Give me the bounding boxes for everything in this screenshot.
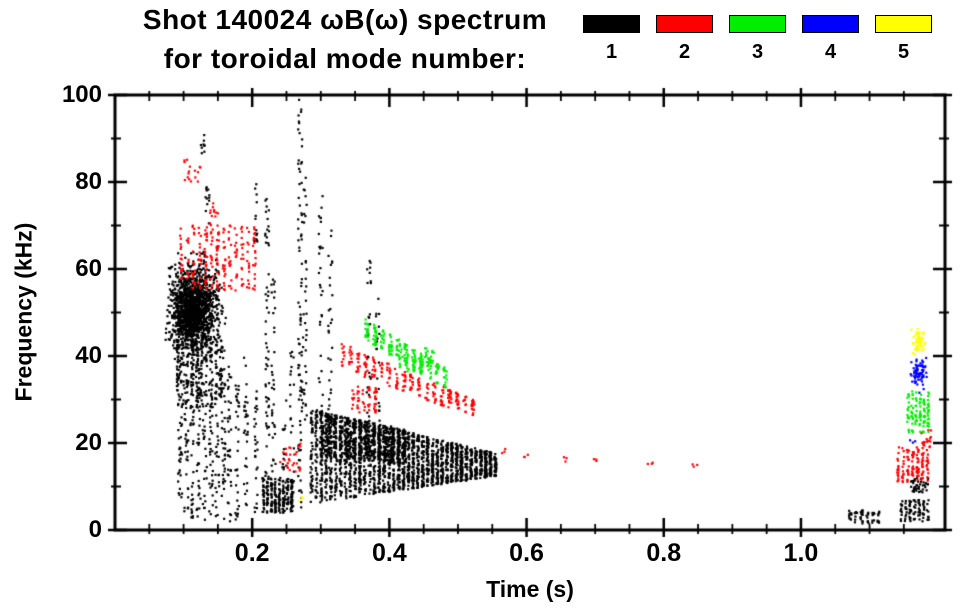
y-axis-title: Frequency (kHz) xyxy=(10,222,37,402)
y-tick-label: 0 xyxy=(88,516,102,543)
legend-color-swatch xyxy=(656,15,713,33)
y-tick-label: 60 xyxy=(75,255,102,282)
x-axis-title: Time (s) xyxy=(486,576,574,602)
x-tick-label: 0.6 xyxy=(509,539,544,567)
legend-item-mode-2: 2 xyxy=(656,15,713,62)
legend-color-swatch xyxy=(875,15,932,33)
legend-mode-number: 2 xyxy=(678,41,691,63)
legend-mode-number: 4 xyxy=(824,41,837,63)
legend-mode-number: 5 xyxy=(897,41,910,63)
x-tick-label: 0.8 xyxy=(646,539,682,567)
legend-mode-number: 1 xyxy=(605,41,618,63)
y-tick-label: 100 xyxy=(61,81,102,108)
legend-item-mode-4: 4 xyxy=(802,15,859,62)
x-tick-label: 0.4 xyxy=(371,539,407,567)
legend-mode-number: 3 xyxy=(751,41,764,63)
y-axis-tick-labels: 0 20 40 60 80 100 xyxy=(0,0,106,615)
legend-item-mode-5: 5 xyxy=(875,15,932,62)
legend-color-swatch xyxy=(729,15,786,33)
x-tick-label: 0.2 xyxy=(234,539,270,567)
y-tick-label: 40 xyxy=(75,342,102,369)
legend-item-mode-1: 1 xyxy=(583,15,640,62)
y-tick-label: 20 xyxy=(75,429,102,456)
legend-item-mode-3: 3 xyxy=(729,15,786,62)
y-tick-label: 80 xyxy=(75,168,102,195)
legend-color-swatch xyxy=(583,15,640,33)
mode-number-legend: 1 2 3 4 5 xyxy=(583,15,932,62)
x-tick-label: 1.0 xyxy=(783,539,819,567)
legend-color-swatch xyxy=(802,15,859,33)
